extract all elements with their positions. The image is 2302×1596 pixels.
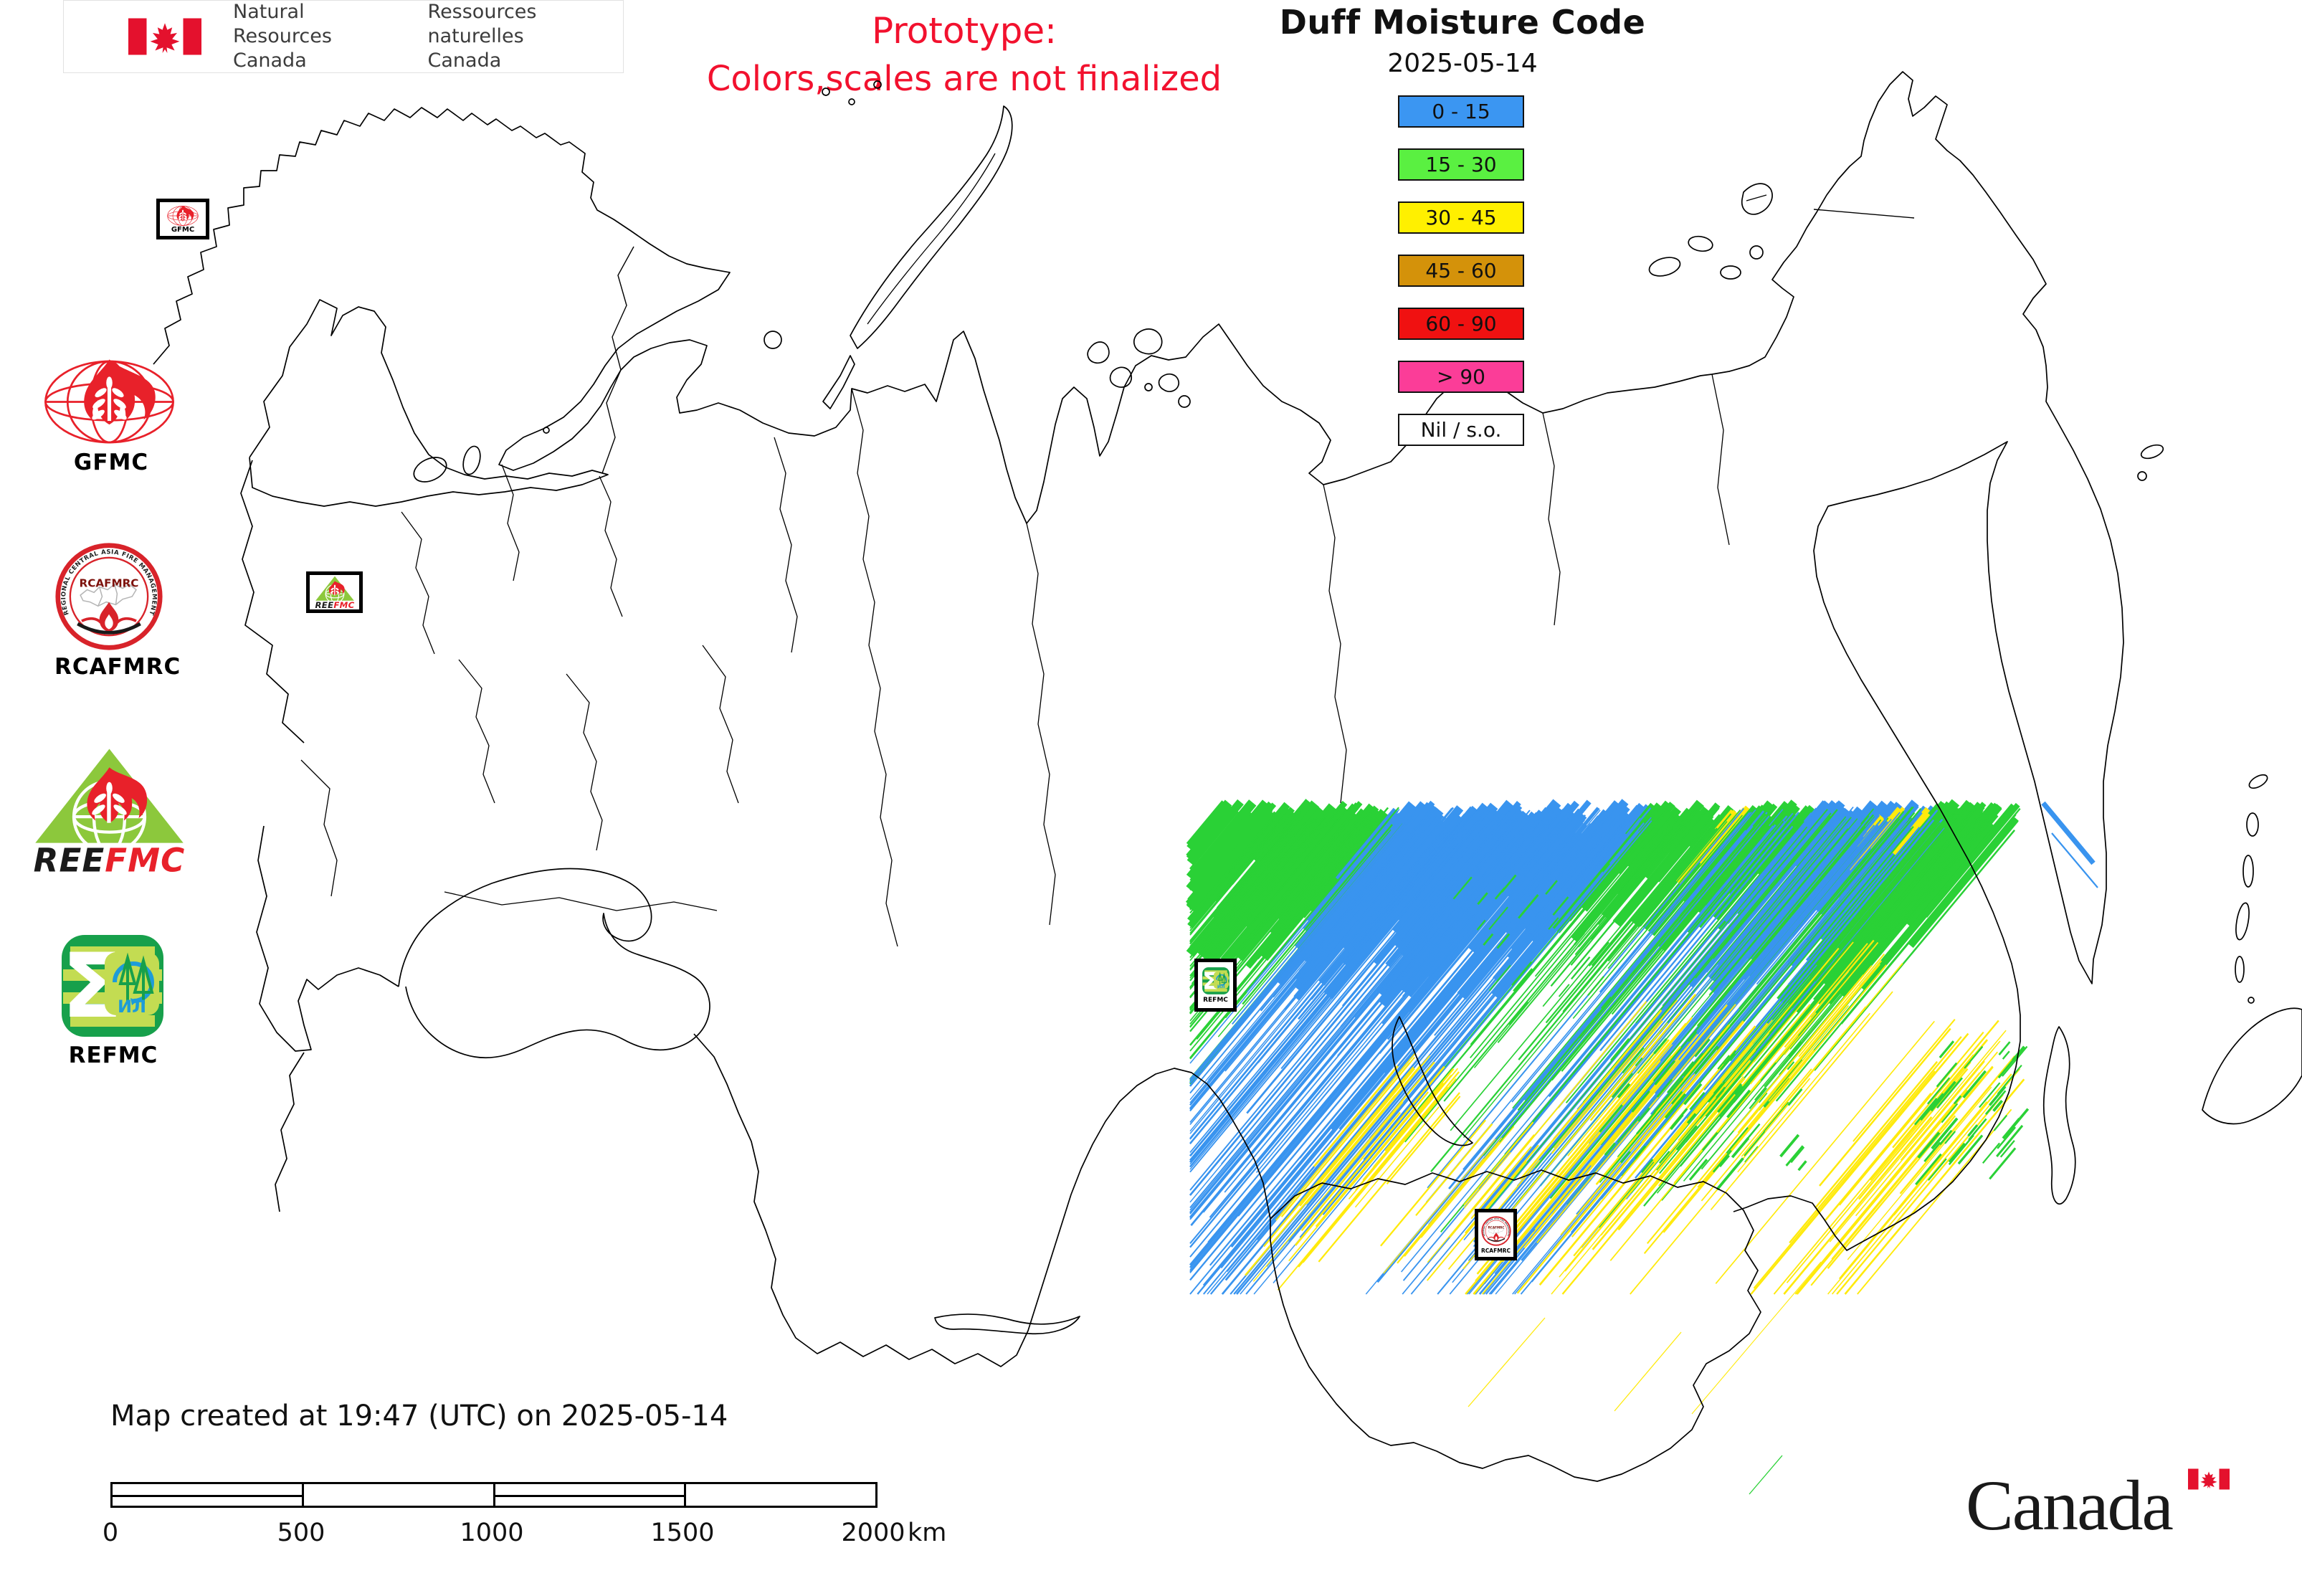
scale-unit: km — [908, 1519, 947, 1547]
scale-tick-2000: 2000 — [841, 1519, 905, 1547]
legend-item-45-60: 45 - 60 — [1398, 255, 1524, 287]
legend-item-gt-90: > 90 — [1398, 361, 1524, 393]
refmc-logo-icon — [56, 932, 169, 1040]
nrcan-en-line1: Natural Resources — [233, 1, 332, 48]
map-title: Duff Moisture Code — [1279, 3, 1646, 42]
nrcan-signature: Natural Resources Canada Ressources natu… — [63, 0, 624, 73]
rcafmrc-marker-label: RCAFMRC — [1481, 1247, 1511, 1254]
gfmc-label: GFMC — [73, 450, 149, 475]
reefmc-logo-icon — [32, 744, 186, 877]
nrcan-english-text: Natural Resources Canada — [233, 0, 396, 72]
scale-tick-1000: 1000 — [460, 1519, 524, 1547]
legend-item-15-30: 15 - 30 — [1398, 148, 1524, 181]
legend-label: 45 - 60 — [1425, 259, 1497, 282]
scale-tick-500: 500 — [277, 1519, 325, 1547]
scale-bar-ticks: 0 500 1000 1500 2000 km — [103, 1519, 971, 1550]
refmc-marker-icon — [1202, 966, 1230, 995]
refmc-map-marker: REFMC — [1194, 959, 1237, 1012]
scale-tick-1500: 1500 — [650, 1519, 715, 1547]
canada-wordmark: Canada — [1966, 1464, 2267, 1557]
rcafmrc-logo-icon — [54, 542, 163, 651]
legend-item-nil: Nil / s.o. — [1398, 414, 1524, 446]
scale-segment — [113, 1484, 302, 1506]
map-date: 2025-05-14 — [1387, 49, 1538, 78]
scale-segment — [684, 1484, 875, 1506]
refmc-logo-block: REFMC — [56, 932, 171, 1068]
refmc-marker-label: REFMC — [1203, 997, 1228, 1004]
rcafmrc-logo-block: RCAFMRC — [54, 542, 181, 680]
nrcan-fr-line1: Ressources naturelles — [427, 1, 537, 48]
gfmc-logo-icon — [36, 357, 183, 447]
nrcan-french-text: Ressources naturelles Canada — [428, 0, 623, 72]
gfmc-map-marker: GFMC — [156, 199, 209, 239]
prototype-notice-line2: Colors,scales are not finalized — [706, 59, 1222, 99]
rcafmrc-label: RCAFMRC — [54, 654, 181, 680]
scale-segment — [301, 1484, 493, 1506]
gfmc-marker-label: GFMC — [171, 225, 195, 234]
legend-label: Nil / s.o. — [1420, 418, 1502, 442]
legend-label: 15 - 30 — [1425, 153, 1497, 176]
gfmc-logo-block: GFMC — [36, 357, 186, 475]
legend-item-0-15: 0 - 15 — [1398, 95, 1524, 128]
nrcan-en-line2: Canada — [233, 49, 307, 72]
reefmc-marker-icon — [312, 575, 358, 609]
dmc-data-overlay — [1185, 799, 2098, 1495]
prototype-notice-line1: Prototype: — [871, 10, 1057, 52]
canada-wordmark-text: Canada — [1966, 1466, 2174, 1545]
gfmc-marker-icon — [164, 205, 201, 227]
prototype-notice: Prototype: Colors,scales are not finaliz… — [674, 10, 1255, 99]
rcafmrc-map-marker: RCAFMRC — [1475, 1209, 1517, 1260]
reefmc-map-marker — [306, 571, 363, 613]
refmc-label: REFMC — [68, 1042, 158, 1068]
legend-label: 0 - 15 — [1432, 100, 1490, 123]
map-created-text: Map created at 19:47 (UTC) on 2025-05-14 — [110, 1400, 728, 1433]
legend-label: > 90 — [1437, 365, 1485, 389]
legend-label: 60 - 90 — [1425, 312, 1497, 336]
scale-tick-0: 0 — [102, 1519, 119, 1547]
rcafmrc-marker-icon — [1481, 1216, 1511, 1246]
legend-label: 30 - 45 — [1425, 206, 1497, 229]
coastlines-and-borders — [153, 71, 2302, 1482]
legend-item-30-45: 30 - 45 — [1398, 201, 1524, 234]
scale-segment — [493, 1484, 685, 1506]
nrcan-fr-line2: Canada — [427, 49, 502, 72]
reefmc-logo-block — [32, 744, 186, 877]
scale-bar — [110, 1482, 877, 1508]
dmc-legend: 0 - 15 15 - 30 30 - 45 45 - 60 60 - 90 >… — [1398, 95, 1524, 467]
legend-item-60-90: 60 - 90 — [1398, 308, 1524, 340]
